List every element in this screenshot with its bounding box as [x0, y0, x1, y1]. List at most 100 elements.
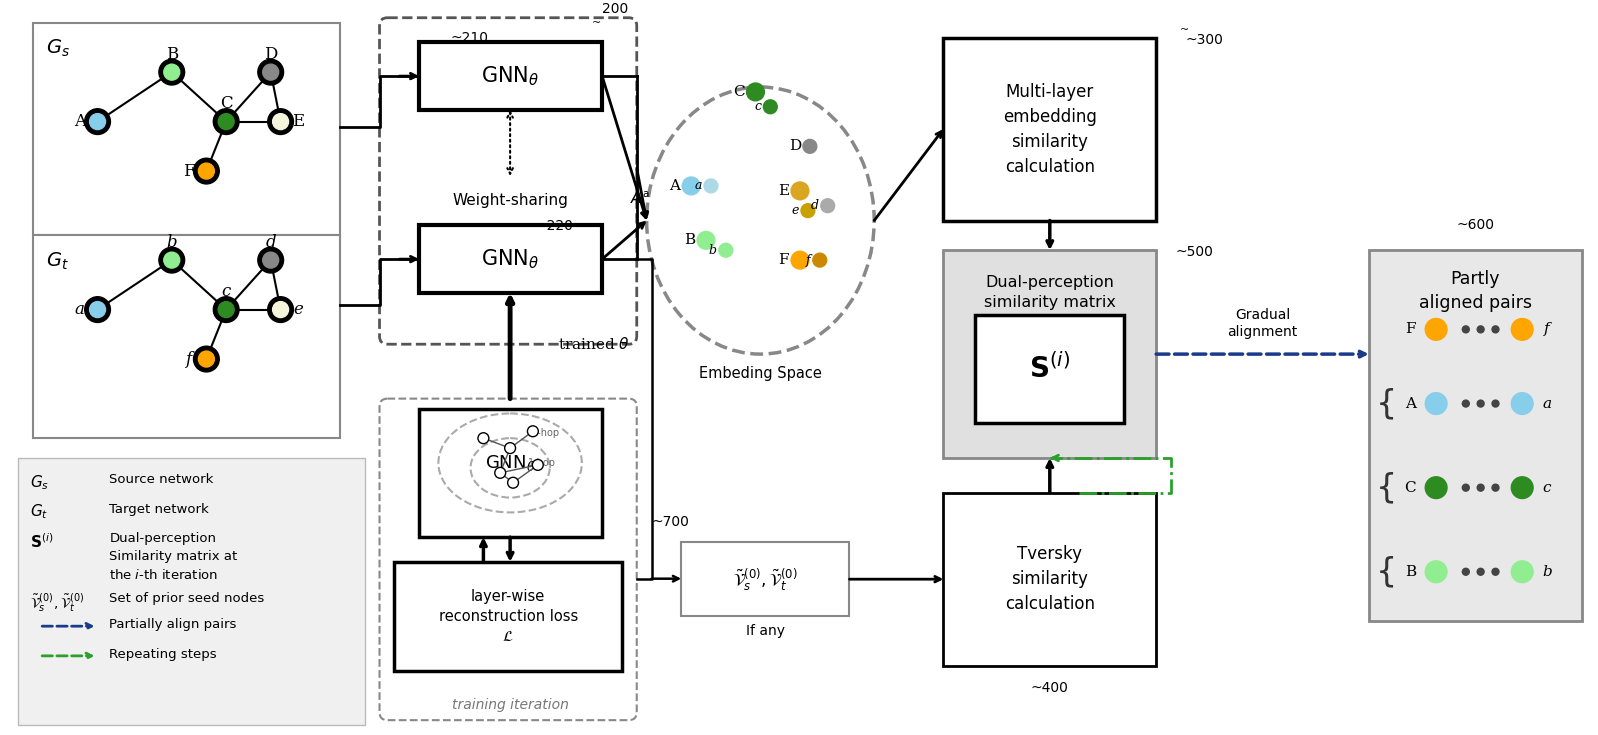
- Circle shape: [478, 433, 489, 444]
- Text: f: f: [185, 351, 192, 368]
- Text: ~500: ~500: [1176, 245, 1214, 259]
- Text: ~600: ~600: [1456, 218, 1494, 232]
- Circle shape: [746, 83, 764, 101]
- Bar: [419, 226, 602, 293]
- Circle shape: [801, 204, 815, 218]
- Text: A: A: [670, 179, 681, 193]
- Text: $G_s$: $G_s$: [46, 37, 70, 59]
- Text: $\tilde{\mathcal{V}}_s^{(0)},\tilde{\mathcal{V}}_t^{(0)}$: $\tilde{\mathcal{V}}_s^{(0)},\tilde{\mat…: [733, 566, 797, 592]
- Text: F: F: [778, 253, 789, 267]
- Circle shape: [213, 297, 240, 323]
- Text: D: D: [264, 46, 278, 62]
- Text: B: B: [1405, 564, 1416, 578]
- Text: E: E: [292, 113, 305, 130]
- Text: $\mathrm{GNN}_{\theta}$: $\mathrm{GNN}_{\theta}$: [481, 248, 539, 271]
- Circle shape: [527, 426, 539, 437]
- Circle shape: [193, 158, 219, 184]
- Bar: [943, 492, 1155, 666]
- Text: Dual-perception
similarity matrix: Dual-perception similarity matrix: [984, 275, 1115, 309]
- Circle shape: [163, 64, 179, 80]
- Circle shape: [1512, 477, 1532, 498]
- Text: ~: ~: [1179, 24, 1189, 35]
- Text: Dual-perception: Dual-perception: [109, 532, 216, 545]
- Circle shape: [813, 253, 826, 267]
- Circle shape: [495, 467, 505, 478]
- Text: D: D: [789, 140, 801, 154]
- Text: training iteration: training iteration: [452, 698, 569, 712]
- Circle shape: [273, 301, 289, 318]
- Circle shape: [1462, 568, 1469, 576]
- Text: a: a: [75, 301, 85, 318]
- Circle shape: [89, 114, 105, 129]
- Text: ~210: ~210: [451, 31, 489, 45]
- Text: If any: If any: [746, 624, 785, 638]
- Text: $G_s$: $G_s$: [30, 473, 50, 492]
- Bar: [943, 37, 1155, 220]
- Text: Weight-sharing: Weight-sharing: [452, 193, 567, 208]
- Circle shape: [1493, 484, 1499, 491]
- Text: d: d: [810, 199, 818, 212]
- Text: ~: ~: [591, 18, 601, 28]
- Bar: [1369, 250, 1582, 621]
- Circle shape: [262, 64, 278, 80]
- Text: $\mathrm{GNN}_{\theta}$: $\mathrm{GNN}_{\theta}$: [481, 64, 539, 88]
- Text: $\mathbf{S}^{(i)}$: $\mathbf{S}^{(i)}$: [1029, 354, 1071, 384]
- Circle shape: [764, 100, 777, 114]
- Circle shape: [719, 243, 733, 257]
- Text: F: F: [1405, 323, 1416, 337]
- FancyBboxPatch shape: [379, 398, 636, 720]
- Text: a: a: [695, 179, 702, 193]
- Circle shape: [198, 163, 214, 179]
- Circle shape: [1425, 318, 1448, 340]
- Circle shape: [158, 247, 185, 273]
- Circle shape: [705, 179, 718, 193]
- Text: Partly
aligned pairs: Partly aligned pairs: [1419, 270, 1532, 312]
- Text: f: f: [807, 254, 810, 267]
- Text: Similarity matrix at: Similarity matrix at: [109, 550, 238, 563]
- Text: trained $\theta$: trained $\theta$: [558, 336, 630, 352]
- Circle shape: [1493, 326, 1499, 333]
- Text: $\tilde{\mathcal{V}}_s^{(0)},\tilde{\mathcal{V}}_t^{(0)}$: $\tilde{\mathcal{V}}_s^{(0)},\tilde{\mat…: [30, 592, 85, 614]
- Text: c: c: [1542, 481, 1552, 495]
- Circle shape: [268, 297, 294, 323]
- Text: {: {: [1376, 387, 1397, 420]
- Circle shape: [1493, 568, 1499, 576]
- Circle shape: [262, 252, 278, 268]
- Text: A: A: [1405, 397, 1416, 411]
- Text: C: C: [221, 96, 232, 112]
- Text: ~220: ~220: [535, 218, 574, 232]
- Text: ~400: ~400: [1031, 681, 1069, 695]
- FancyBboxPatch shape: [379, 18, 636, 344]
- Circle shape: [1493, 400, 1499, 407]
- Circle shape: [257, 247, 283, 273]
- Text: $\mathrm{GNN}_{\theta}$: $\mathrm{GNN}_{\theta}$: [484, 453, 535, 473]
- Text: the $i$-th iteration: the $i$-th iteration: [109, 568, 219, 582]
- Circle shape: [802, 140, 817, 154]
- Text: b: b: [1542, 564, 1552, 578]
- Circle shape: [1477, 484, 1485, 491]
- Circle shape: [1477, 326, 1485, 333]
- Circle shape: [219, 301, 235, 318]
- Circle shape: [198, 351, 214, 367]
- Circle shape: [508, 477, 518, 488]
- Text: $G_t$: $G_t$: [30, 503, 48, 521]
- Text: Tversky
similarity
calculation: Tversky similarity calculation: [1005, 545, 1095, 613]
- Text: E: E: [778, 184, 789, 198]
- Circle shape: [1425, 477, 1448, 498]
- Text: B: B: [166, 46, 177, 62]
- Text: B: B: [684, 233, 695, 248]
- Text: F: F: [182, 162, 195, 179]
- Circle shape: [1425, 561, 1448, 583]
- Text: d: d: [265, 234, 276, 251]
- Text: C: C: [733, 85, 745, 99]
- Circle shape: [1477, 400, 1485, 407]
- Text: layer-wise
reconstruction loss
$\mathcal{L}$: layer-wise reconstruction loss $\mathcal…: [438, 589, 578, 644]
- Text: $G_t$: $G_t$: [46, 250, 69, 271]
- Circle shape: [1462, 484, 1469, 491]
- Circle shape: [682, 177, 700, 195]
- Text: Multi-layer
embedding
similarity
calculation: Multi-layer embedding similarity calcula…: [1004, 82, 1096, 176]
- Circle shape: [257, 60, 283, 85]
- Circle shape: [1425, 392, 1448, 415]
- Text: e: e: [294, 301, 304, 318]
- Circle shape: [1462, 400, 1469, 407]
